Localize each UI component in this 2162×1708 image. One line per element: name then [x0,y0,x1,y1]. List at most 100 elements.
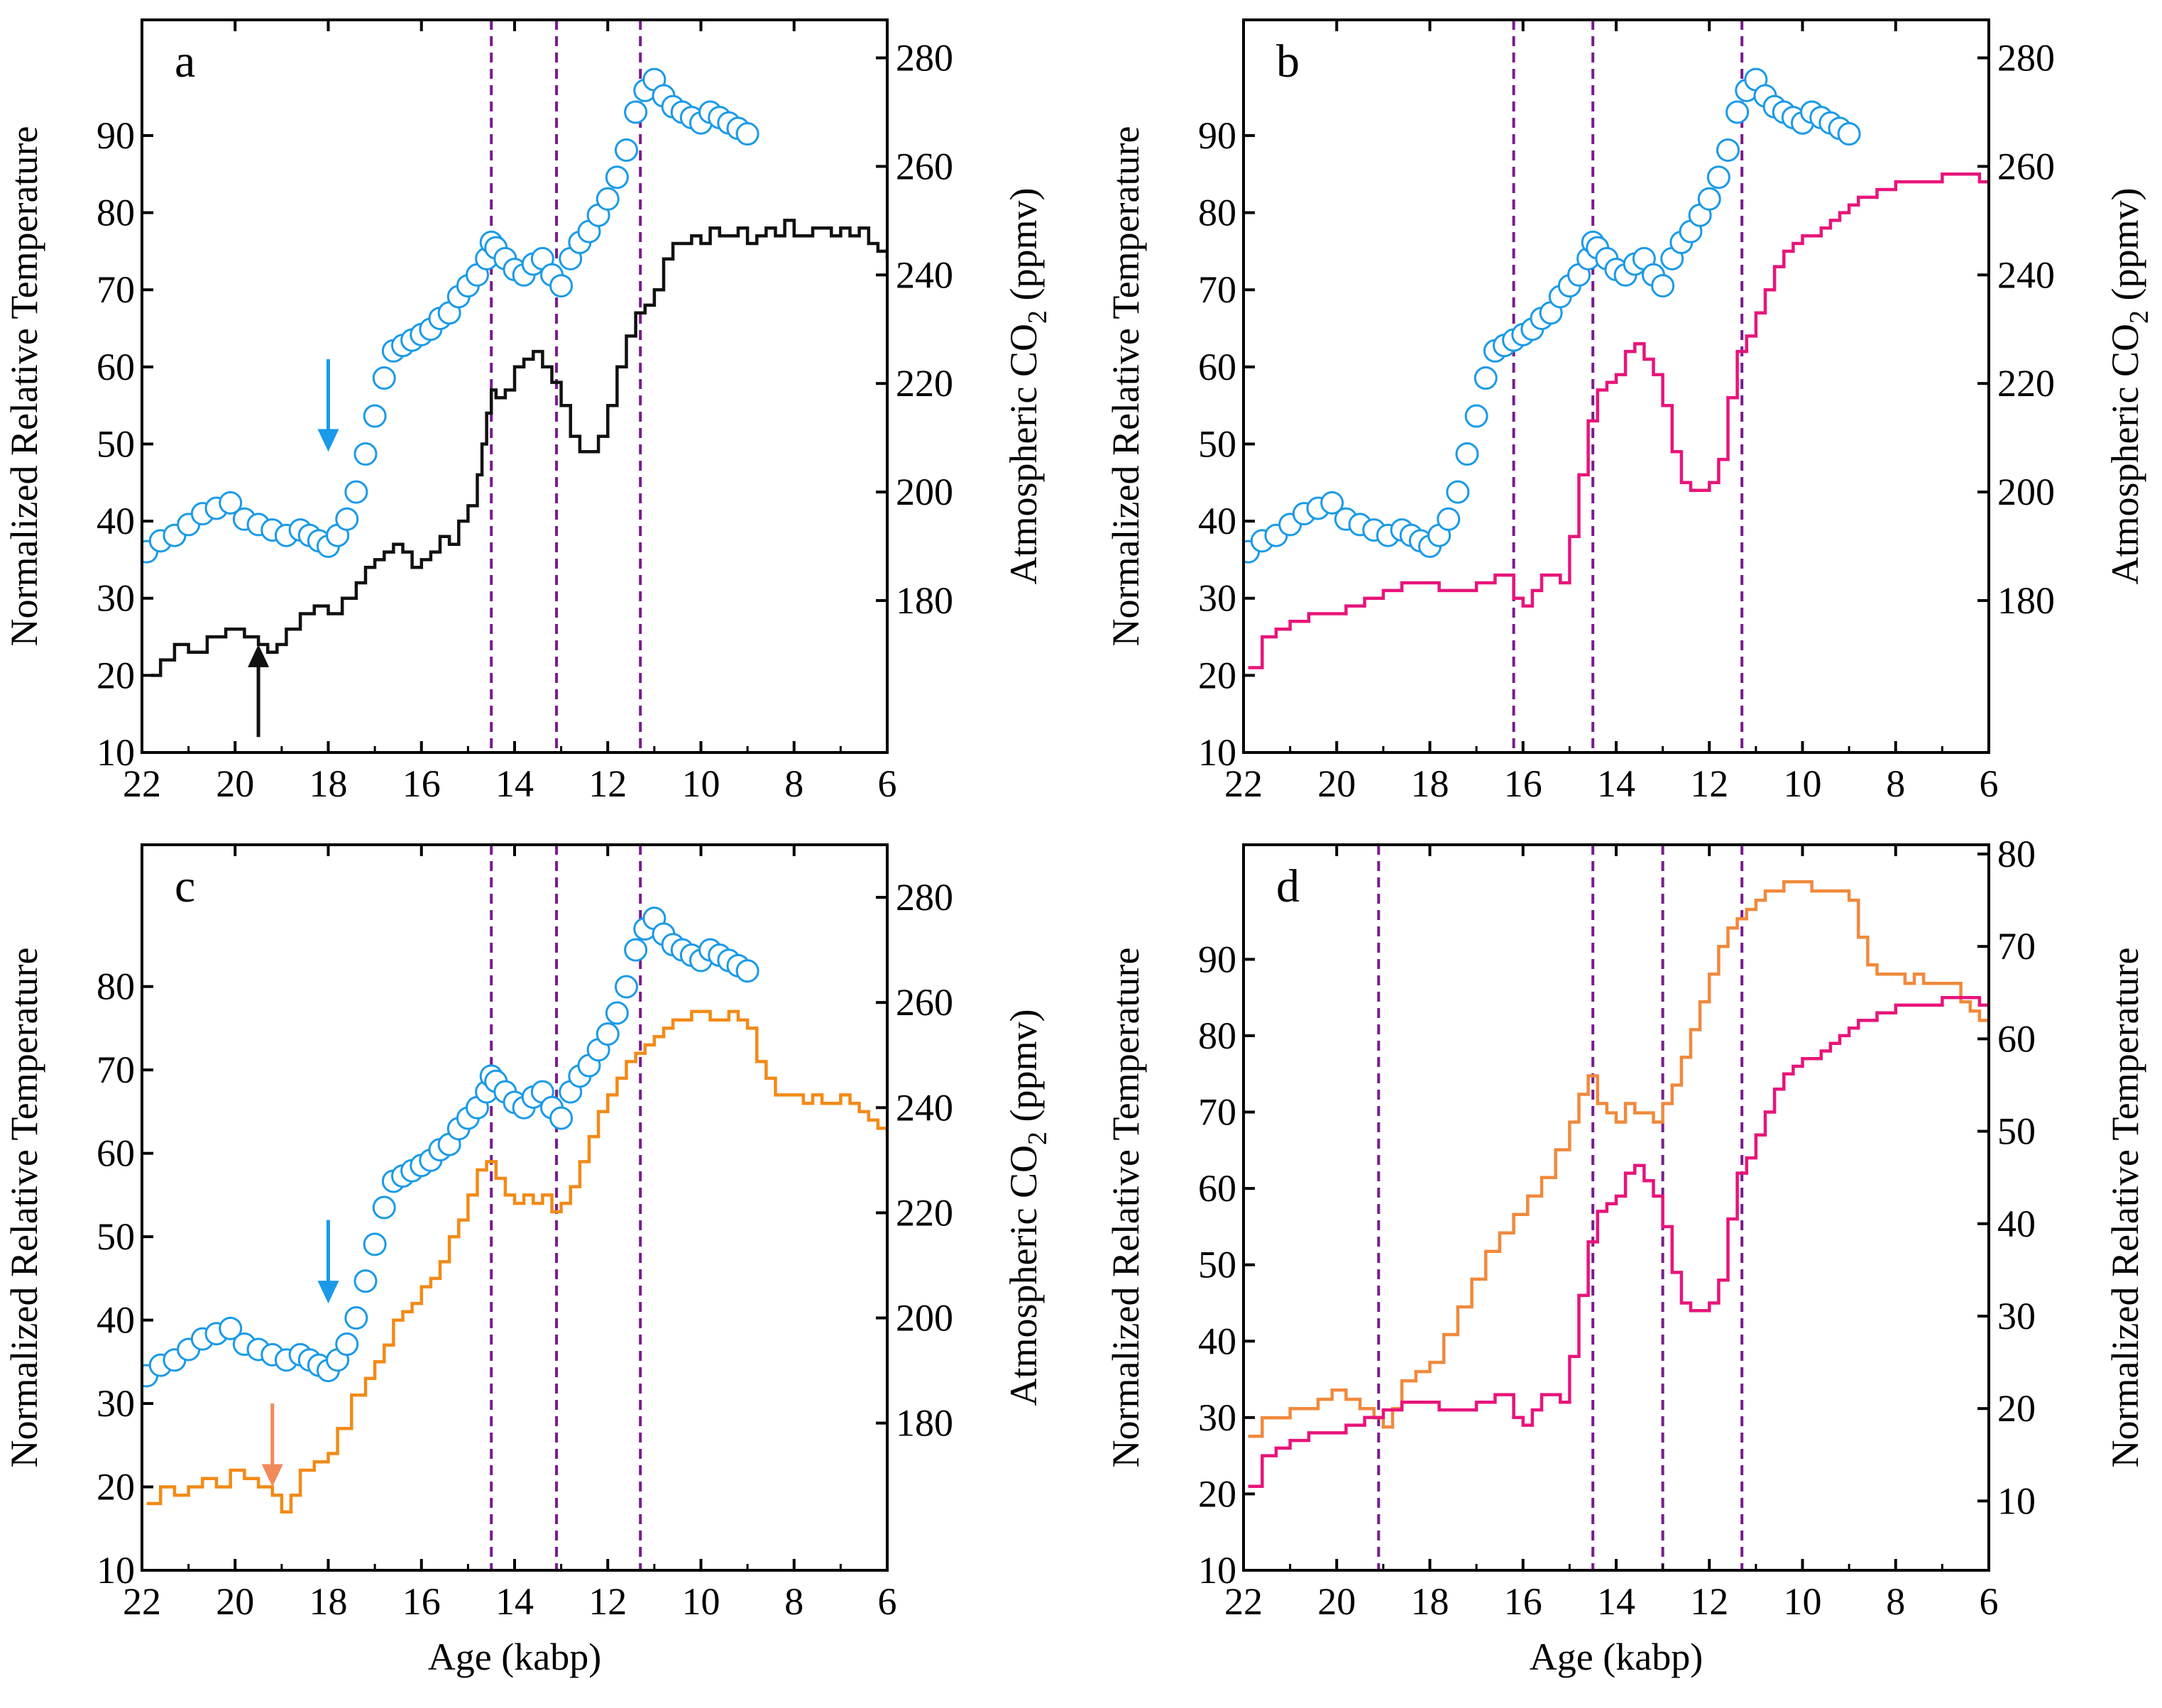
y2-tick-label: 240 [896,1086,953,1129]
y2-tick-label: 180 [896,1402,953,1445]
y2-axis-title: Atmospheric CO2 (ppmv) [2104,188,2154,585]
x-tick-label: 8 [784,1580,803,1623]
x-tick-label: 22 [1224,1580,1263,1623]
y-tick-label: 10 [97,731,135,774]
y2-tick-label: 260 [1997,145,2055,187]
arrow-head-1 [248,644,270,667]
co2-point [1706,165,1730,190]
co2-point [363,404,387,428]
series-temperature [1248,995,1989,1488]
y-axis-title: Normalized Relative Temperature [1104,948,1147,1468]
y2-axis-title: Normalized Relative Temperature [2104,948,2146,1468]
co2-point [335,507,359,531]
y-tick-label: 20 [97,654,135,696]
x-axis-title: Age (kabp) [428,1636,601,1678]
arrow-head-1 [261,1464,283,1487]
x-tick-label: 16 [402,1580,441,1623]
x-tick-label: 12 [1690,762,1728,805]
y2-axis-title-tail: (ppmv) [1002,188,1045,310]
arrow-head-0 [317,429,339,452]
panel-letter: d [1276,860,1300,912]
y-tick-label: 60 [97,1132,135,1175]
y2-tick-label: 20 [1997,1387,2036,1430]
y2-tick-label: 260 [896,981,953,1024]
y2-tick-label: 30 [1997,1295,2036,1337]
x-tick-label: 20 [1317,1580,1356,1623]
y2-tick-label: 220 [896,362,953,405]
x-tick-label: 6 [878,762,897,805]
y2-tick-label: 200 [896,1297,953,1340]
co2-point [596,1022,620,1046]
x-tick-label: 8 [784,762,803,805]
x-tick-label: 8 [1886,762,1905,805]
x-tick-label: 20 [216,762,254,805]
y-tick-label: 60 [1198,1167,1236,1210]
y-tick-label: 50 [1198,422,1236,465]
co2-point [1437,507,1461,531]
y-axis-title: Normalized Relative Temperature [3,126,45,647]
y2-axis-title-sub: 2 [2124,310,2154,324]
y-axis-title: Normalized Relative Temperature [3,948,45,1468]
y-tick-label: 50 [1198,1244,1236,1286]
x-tick-label: 16 [402,762,441,805]
y-tick-label: 10 [1198,731,1236,774]
plot-frame [141,843,889,1572]
x-tick-label: 16 [1504,762,1542,805]
y-tick-label: 30 [97,1382,135,1425]
x-tick-label: 12 [1690,1580,1728,1623]
co2-point [1446,480,1470,504]
panel-letter: b [1276,35,1300,87]
y2-tick-label: 40 [1997,1203,2036,1245]
y-tick-label: 80 [1198,192,1236,234]
y-tick-label: 80 [1198,1014,1236,1057]
y-tick-label: 30 [1198,577,1236,620]
co2-point [596,187,620,211]
co2-point [615,975,638,999]
y-axis-title: Normalized Relative Temperature [1104,126,1147,647]
x-tick-label: 10 [682,1580,720,1623]
x-tick-label: 14 [495,1580,534,1623]
y2-tick-label: 80 [1997,833,2036,875]
co2-point [1651,274,1675,298]
y2-tick-label: 10 [1997,1479,2036,1522]
series-temperature [151,219,887,677]
y-tick-label: 20 [1198,654,1236,696]
series-temperature [146,1009,887,1514]
x-tick-label: 10 [682,762,720,805]
x-tick-label: 18 [309,762,348,805]
co2-point [1464,404,1488,428]
y-tick-label: 60 [1198,346,1236,388]
series-temperature [1248,173,1989,669]
y-tick-label: 30 [97,577,135,620]
co2-point [624,938,648,962]
y2-tick-label: 220 [896,1191,953,1234]
y2-tick-label: 50 [1997,1110,2036,1153]
panel-d: 22 20 18 16 14 12 10 8 6 10 20 30 40 50 60 70 80 90 10 20 30… [1104,833,2146,1678]
y2-tick-label: 200 [1997,471,2055,513]
x-axis-title: Age (kabp) [1530,1636,1703,1678]
co2-point [372,1195,396,1220]
co2-point [1455,442,1479,466]
y-tick-label: 50 [97,422,135,465]
y-tick-label: 70 [97,1049,135,1091]
x-tick-label: 14 [495,762,534,805]
y-tick-label: 70 [1198,1091,1236,1134]
x-tick-label: 10 [1784,1580,1822,1623]
y-tick-label: 40 [97,1299,135,1342]
y-tick-label: 70 [97,268,135,311]
co2-point [605,1001,629,1025]
y-tick-label: 10 [97,1549,135,1592]
x-tick-label: 20 [1317,762,1356,805]
y-tick-label: 30 [1198,1396,1236,1439]
y2-axis-title-main: Normalized Relative Temperature [2104,948,2146,1468]
y2-tick-label: 240 [1997,253,2055,296]
co2-point [1716,138,1740,162]
co2-point [615,138,638,162]
y2-tick-label: 280 [1997,37,2055,80]
co2-point [1697,187,1721,211]
co2-point [1320,491,1344,515]
x-tick-label: 16 [1504,1580,1542,1623]
y-tick-label: 20 [97,1466,135,1509]
x-tick-label: 12 [588,762,627,805]
